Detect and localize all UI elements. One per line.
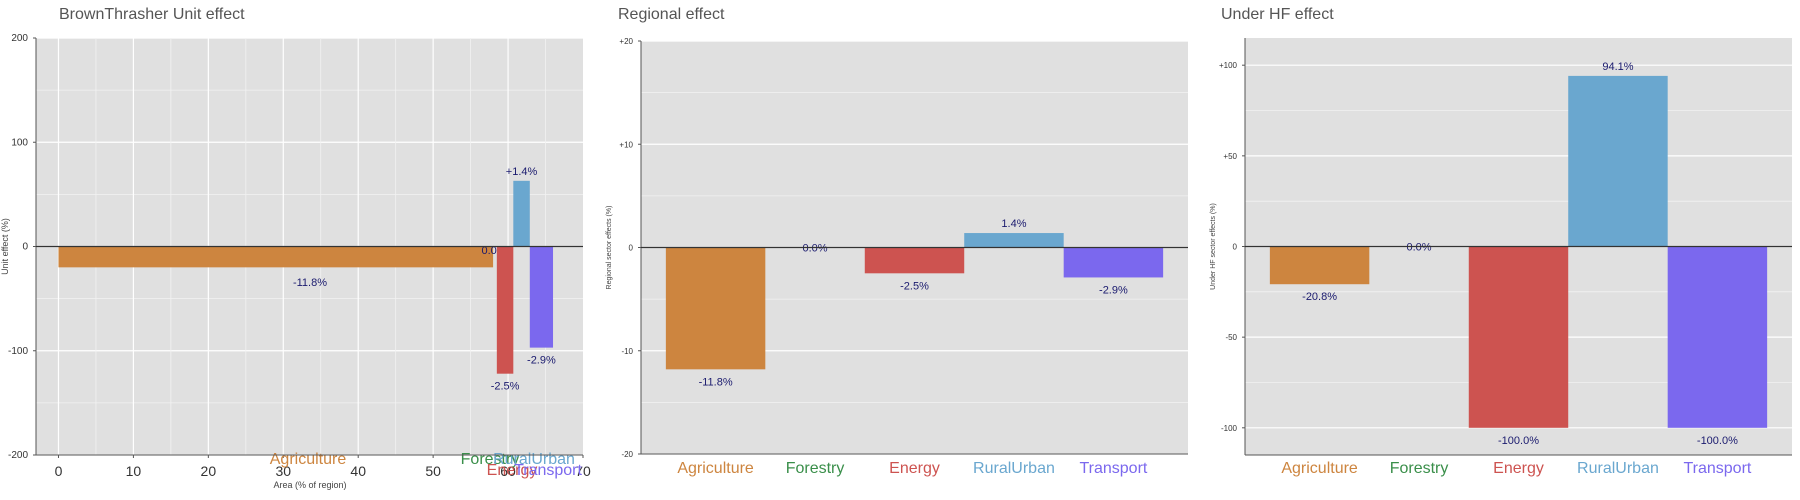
category-label-forestry: Forestry	[1390, 460, 1449, 477]
chart-panel-2: Regional effect +20 +10 0 -10 -20 Regional sec…	[606, 6, 1188, 477]
data-label-agriculture: -20.8%	[1302, 291, 1337, 303]
y-tick-label: -50	[1225, 333, 1237, 342]
y-tick-label: +50	[1223, 152, 1237, 161]
data-label-forestry: 0.0%	[1407, 242, 1432, 254]
y-tick-label: -100	[1221, 424, 1238, 433]
bar-agriculture	[58, 246, 494, 268]
x-tick-label: 60	[500, 463, 516, 479]
y-tick-label: 0	[22, 242, 28, 253]
chart-title: Regional effect	[618, 6, 725, 23]
x-tick-label: 0	[55, 463, 63, 479]
bar-ruralurban	[1568, 75, 1668, 247]
x-tick-label: 40	[350, 463, 366, 479]
chart-panel-1: BrownThrasher Unit effect2001000-100-200…	[0, 6, 591, 490]
bar-energy	[496, 246, 514, 374]
data-label-agriculture: -11.8%	[699, 376, 733, 388]
data-label-energy: -2.5%	[491, 381, 520, 393]
data-label-forestry: 0.0%	[803, 243, 828, 255]
chart-title: Under HF effect	[1221, 6, 1334, 23]
x-tick-label: 70	[575, 463, 591, 479]
x-tick-label: 10	[126, 463, 142, 479]
y-tick-label: +10	[619, 140, 633, 149]
y-tick-label: +20	[619, 37, 633, 46]
data-label-transport: -100.0%	[1697, 435, 1738, 447]
y-tick-label: -200	[8, 450, 28, 461]
data-label-agriculture: -11.8%	[293, 277, 327, 289]
data-label-ruralurban: 1.4%	[1001, 218, 1026, 230]
y-tick-label: 0	[1233, 243, 1238, 252]
category-label-ruralurban: RuralUrban	[973, 460, 1055, 477]
bar-ruralurban	[513, 180, 530, 247]
category-label-agriculture: Agriculture	[270, 451, 347, 468]
y-tick-label: -10	[621, 347, 633, 356]
category-label-forestry: Forestry	[786, 460, 845, 477]
y-axis-label: Unit effect (%)	[0, 218, 10, 275]
data-label-transport: -2.9%	[527, 355, 556, 367]
y-tick-label: -100	[8, 346, 28, 357]
bar-agriculture	[665, 247, 766, 370]
data-label-transport: -2.9%	[1099, 284, 1128, 296]
category-label-ruralurban: RuralUrban	[1577, 460, 1659, 477]
category-label-transport: Transport	[1079, 460, 1147, 477]
bar-energy	[1468, 246, 1569, 428]
data-label-energy: -100.0%	[1498, 435, 1539, 447]
data-label-energy: -2.5%	[900, 280, 929, 292]
bar-agriculture	[1269, 246, 1370, 285]
bar-transport	[1667, 246, 1768, 428]
bar-energy	[864, 247, 965, 274]
bar-ruralurban	[964, 233, 1064, 248]
chart-title: BrownThrasher Unit effect	[59, 6, 245, 23]
category-label-energy: Energy	[1493, 460, 1544, 477]
category-label-energy: Energy	[487, 462, 538, 479]
chart-panel-3: Under HF effect +100 +50 0 -50 -100 Under HF s…	[1210, 6, 1792, 477]
y-tick-label: 0	[629, 244, 634, 253]
data-label-ruralurban: 94.1%	[1602, 61, 1633, 73]
y-tick-label: 100	[11, 137, 28, 148]
category-label-energy: Energy	[889, 460, 940, 477]
category-label-agriculture: Agriculture	[1281, 460, 1358, 477]
x-tick-label: 30	[275, 463, 291, 479]
category-label-transport: Transport	[514, 462, 582, 479]
category-label-agriculture: Agriculture	[677, 460, 754, 477]
x-axis-label: Area (% of region)	[273, 480, 346, 490]
y-axis-label: Regional sector effects (%)	[606, 206, 613, 290]
y-tick-label: 200	[11, 33, 28, 44]
y-tick-label: +100	[1219, 61, 1238, 70]
y-axis-label: Under HF sector effects (%)	[1210, 203, 1217, 290]
x-tick-label: 50	[425, 463, 441, 479]
bar-transport	[1063, 247, 1164, 278]
y-tick-label: -20	[621, 450, 633, 459]
data-label-ruralurban: +1.4%	[506, 166, 538, 178]
category-label-transport: Transport	[1683, 460, 1751, 477]
x-tick-label: 20	[201, 463, 217, 479]
bar-transport	[529, 246, 554, 348]
